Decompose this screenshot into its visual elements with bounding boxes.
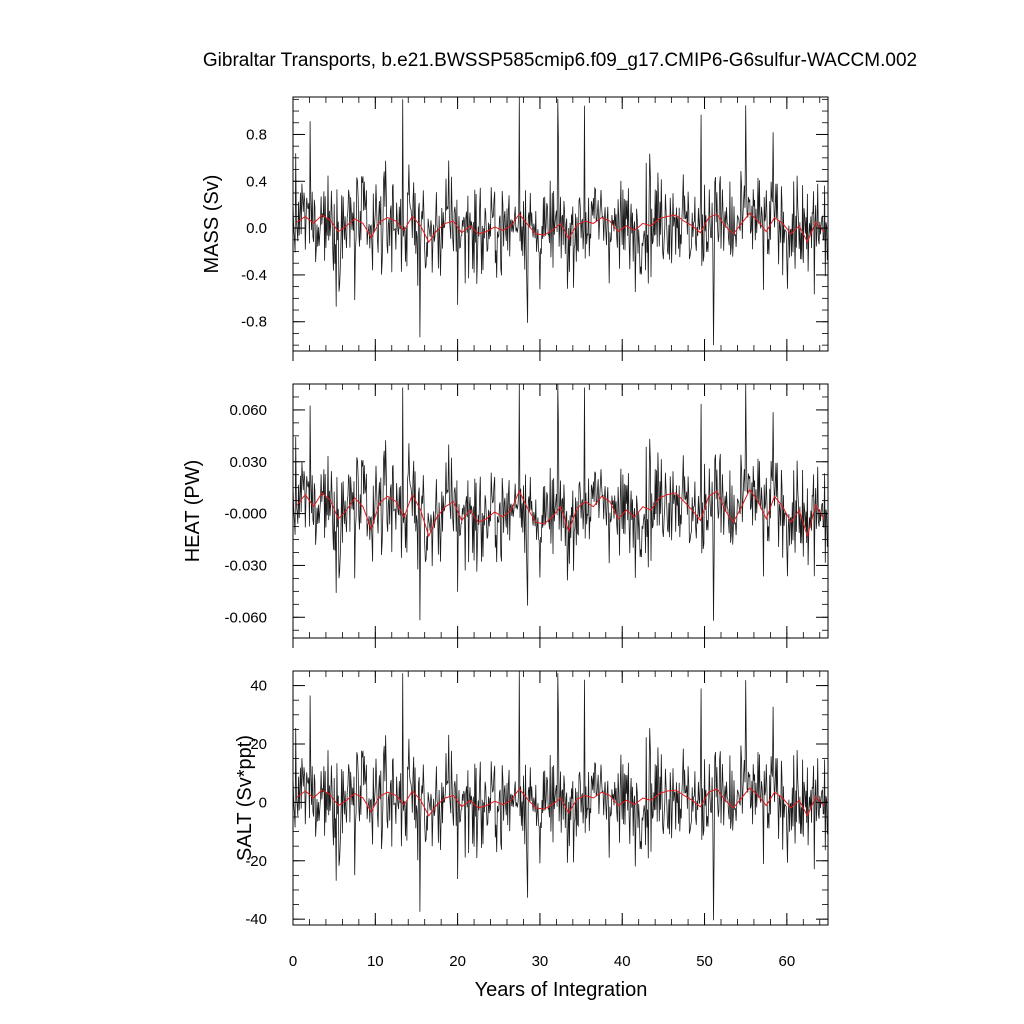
salt-y-tick-label: 0	[259, 794, 267, 811]
mass-y-tick-label: 0.4	[246, 173, 267, 190]
x-tick-label: 20	[449, 953, 466, 970]
heat-plot-frame	[292, 383, 829, 639]
heat-y-axis-label: HEAT (PW)	[182, 460, 204, 563]
heat-y-tick-label: -0.060	[224, 609, 267, 626]
salt-plot-frame	[292, 670, 829, 926]
x-axis-label: Years of Integration	[475, 979, 648, 1001]
mass-y-tick-label: -0.4	[241, 267, 267, 284]
salt-annual-mean-line	[296, 787, 825, 817]
mass-y-tick-label: 0.8	[246, 126, 267, 143]
x-tick-label: 60	[779, 953, 796, 970]
salt-y-tick-label: 40	[250, 678, 267, 695]
salt-ticks: -40 -20 0 20 40	[245, 670, 828, 928]
mass-plot-frame	[292, 96, 829, 352]
mass-annual-mean-line	[296, 212, 825, 244]
mass-y-tick-label: 0.0	[246, 220, 267, 237]
panel-heat: -0.060 -0.030 -0.000 0.030 0.060 HEAT (PW)	[182, 383, 829, 648]
salt-y-tick-label: -20	[245, 853, 267, 870]
panel-mass: -0.8 -0.4 0.0 0.4 0.8 MASS (Sv)	[201, 96, 829, 361]
heat-annual-mean-line	[296, 488, 825, 538]
heat-y-tick-label: -0.030	[224, 557, 267, 574]
chart-title: Gibraltar Transports, b.e21.BWSSP585cmip…	[203, 50, 917, 71]
x-tick-label: 0	[289, 953, 297, 970]
mass-y-axis-label: MASS (Sv)	[201, 175, 223, 274]
x-axis-tick-labels: 0 10 20 30 40 50 60	[289, 953, 795, 970]
salt-monthly-series-line	[292, 670, 828, 921]
heat-y-tick-label: 0.060	[229, 402, 267, 419]
heat-y-tick-label: 0.030	[229, 454, 267, 471]
heat-ticks: -0.060 -0.030 -0.000 0.030 0.060	[224, 384, 828, 648]
salt-y-tick-label: -40	[245, 911, 267, 928]
heat-monthly-series-line	[292, 383, 828, 621]
mass-series	[292, 96, 828, 346]
salt-y-axis-label: SALT (Sv*ppt)	[234, 735, 256, 861]
salt-series	[292, 670, 828, 921]
mass-ticks: -0.8 -0.4 0.0 0.4 0.8	[241, 97, 828, 361]
salt-y-tick-label: 20	[250, 736, 267, 753]
heat-y-tick-label: -0.000	[224, 506, 267, 523]
mass-monthly-series-line	[292, 96, 828, 346]
x-tick-label: 40	[614, 953, 631, 970]
x-tick-label: 30	[532, 953, 549, 970]
x-tick-label: 50	[696, 953, 713, 970]
x-tick-label: 10	[367, 953, 384, 970]
heat-series	[292, 383, 828, 621]
panel-salt: -40 -20 0 20 40 SALT (Sv*ppt)	[234, 670, 829, 928]
mass-y-tick-label: -0.8	[241, 314, 267, 331]
